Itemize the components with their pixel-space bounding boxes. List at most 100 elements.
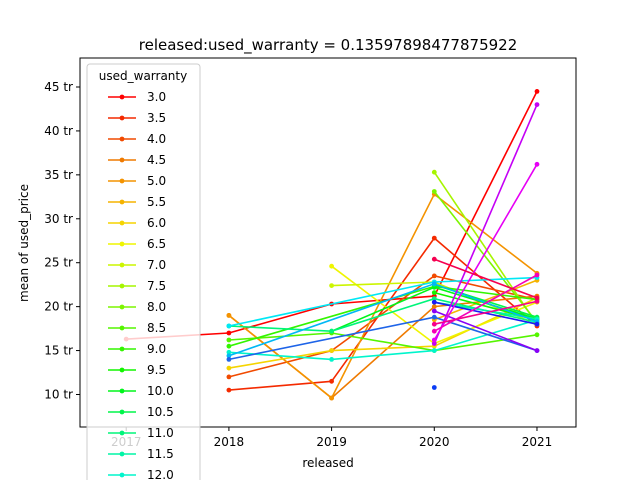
data-point bbox=[431, 348, 437, 353]
legend-entry: 6.0 bbox=[108, 216, 166, 230]
data-point bbox=[431, 273, 437, 279]
series-28 bbox=[431, 299, 540, 327]
data-point bbox=[534, 299, 540, 304]
legend-entry: 7.0 bbox=[108, 258, 166, 272]
legend-entry: 4.0 bbox=[108, 132, 166, 146]
legend-label: 5.5 bbox=[147, 195, 166, 209]
legend-marker bbox=[119, 178, 125, 184]
data-point bbox=[431, 308, 437, 314]
series-line bbox=[433, 191, 538, 323]
data-point bbox=[534, 102, 540, 107]
legend-label: 4.0 bbox=[147, 132, 166, 146]
legend-marker bbox=[119, 367, 125, 373]
data-point bbox=[431, 281, 437, 287]
data-point bbox=[431, 235, 437, 241]
data-point bbox=[431, 256, 437, 262]
y-tick-label: 25 tr bbox=[44, 256, 73, 270]
legend-label: 11.5 bbox=[147, 447, 174, 461]
y-tick-label: 10 tr bbox=[44, 387, 73, 401]
legend-entry: 8.5 bbox=[108, 321, 166, 335]
legend-label: 11.0 bbox=[147, 426, 174, 440]
data-point bbox=[431, 290, 437, 295]
series-line bbox=[434, 279, 538, 321]
data-point bbox=[431, 296, 437, 302]
series-line bbox=[228, 275, 538, 378]
data-point bbox=[534, 272, 540, 278]
data-point bbox=[226, 374, 232, 380]
data-point bbox=[431, 341, 437, 346]
data-point bbox=[226, 357, 232, 362]
plot-area bbox=[123, 89, 540, 401]
legend-entry: 11.0 bbox=[108, 426, 174, 440]
data-point bbox=[431, 385, 437, 390]
legend-entry: 11.5 bbox=[108, 447, 174, 461]
x-tick-label: 2020 bbox=[419, 435, 450, 449]
legend-entry: 7.5 bbox=[108, 279, 166, 293]
legend-label: 8.5 bbox=[147, 321, 166, 335]
legend-label: 3.0 bbox=[147, 90, 166, 104]
series-26 bbox=[431, 161, 540, 343]
data-point bbox=[329, 378, 334, 384]
data-point bbox=[534, 89, 540, 94]
legend-label: 10.5 bbox=[147, 405, 174, 419]
legend-entry: 5.5 bbox=[108, 195, 166, 209]
y-tick-label: 20 tr bbox=[44, 300, 73, 314]
legend-label: 6.0 bbox=[147, 216, 166, 230]
data-point bbox=[226, 313, 232, 318]
y-axis: 10 tr 15 tr 20 tr 25 tr 30 tr 35 tr 40 tr 45 tr bbox=[44, 80, 80, 401]
data-point bbox=[431, 337, 437, 343]
series-line bbox=[433, 171, 538, 325]
data-point bbox=[329, 328, 334, 334]
y-tick-label: 45 tr bbox=[44, 80, 73, 94]
x-tick-label: 2018 bbox=[214, 435, 245, 449]
data-point bbox=[431, 314, 437, 320]
data-point bbox=[534, 332, 540, 338]
legend-label: 9.0 bbox=[147, 342, 166, 356]
legend-label: 7.0 bbox=[147, 258, 166, 272]
legend-entry: 9.5 bbox=[108, 363, 166, 377]
legend-marker bbox=[119, 199, 125, 205]
legend-entry: 8.0 bbox=[108, 300, 166, 314]
legend-marker bbox=[119, 262, 125, 268]
legend-marker bbox=[119, 94, 125, 100]
legend-marker bbox=[119, 451, 125, 457]
data-point bbox=[329, 348, 334, 353]
legend-marker bbox=[119, 346, 125, 352]
legend-label: 5.0 bbox=[147, 174, 166, 188]
series-line bbox=[228, 332, 538, 352]
series-line bbox=[434, 310, 538, 352]
legend-marker bbox=[119, 409, 125, 415]
data-point bbox=[226, 353, 232, 359]
legend-label: 10.0 bbox=[147, 384, 174, 398]
legend-marker bbox=[119, 430, 125, 436]
legend-marker bbox=[119, 136, 125, 142]
legend-marker bbox=[119, 304, 125, 310]
legend-entry: 10.0 bbox=[108, 384, 174, 398]
legend-entry: 6.5 bbox=[108, 237, 166, 251]
data-point bbox=[226, 343, 232, 349]
data-point bbox=[329, 263, 334, 269]
data-point bbox=[226, 330, 232, 336]
data-point bbox=[329, 283, 334, 288]
data-point bbox=[431, 299, 437, 305]
data-point bbox=[534, 348, 540, 353]
data-point bbox=[226, 323, 232, 329]
legend-marker bbox=[119, 283, 125, 289]
y-tick-label: 30 tr bbox=[44, 212, 73, 226]
legend-box bbox=[86, 63, 201, 480]
plot-frame bbox=[79, 57, 577, 428]
legend-label: 9.5 bbox=[147, 363, 166, 377]
y-tick-label: 40 tr bbox=[44, 124, 73, 138]
series-line bbox=[434, 258, 538, 299]
legend-entry: 3.0 bbox=[108, 90, 166, 104]
legend-label: 7.5 bbox=[147, 279, 166, 293]
data-point bbox=[534, 321, 540, 327]
data-point bbox=[226, 349, 232, 355]
legend-entry: 4.5 bbox=[108, 153, 166, 167]
legend-entry: 12.0 bbox=[108, 468, 174, 480]
series-29 bbox=[431, 256, 540, 301]
series-27 bbox=[431, 272, 540, 334]
series-line bbox=[228, 192, 538, 400]
x-axis-label: released bbox=[302, 456, 353, 470]
